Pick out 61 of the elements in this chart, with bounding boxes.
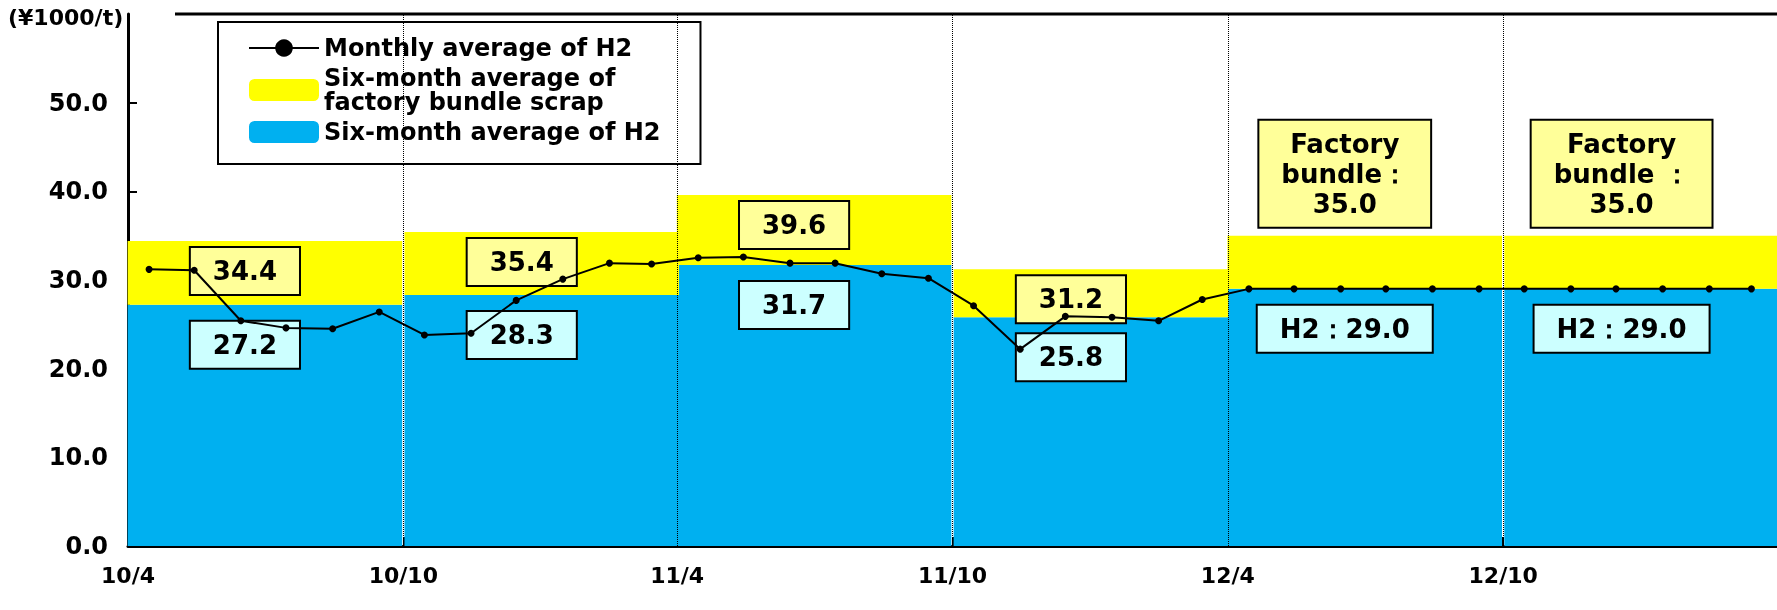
point [831,259,839,267]
y-tick-label: 0.0 [65,532,108,560]
x-tick-label: 11/10 [917,562,988,588]
bar [127,304,403,546]
point [1520,285,1528,293]
point [1108,313,1116,321]
annotation: Factory bundle ： 35.0 [1553,128,1690,219]
point [190,266,198,274]
point [1061,312,1069,320]
legend-label: Six-month average of factory bundle scrap [324,64,616,116]
point [1198,296,1206,303]
point [237,317,245,325]
annotation: Factory bundle： 35.0 [1281,128,1409,219]
point [1016,345,1024,353]
point [1747,285,1755,293]
point [924,274,932,282]
data-label: 27.2 [212,329,277,360]
x-tick-label: 12/10 [1468,562,1538,588]
point [694,254,702,262]
y-axis-title: (¥1000/t) [8,4,124,30]
point [970,302,978,310]
x-tick-label: 12/4 [1200,562,1255,588]
point [1337,285,1345,293]
data-label: 31.7 [762,289,827,320]
point [329,325,337,333]
y-tick-label: 10.0 [48,443,108,472]
point [420,331,428,339]
point [1659,285,1667,293]
point [1382,285,1390,293]
point [878,270,886,278]
data-label: H2：29.0 [1556,313,1687,344]
point [467,329,475,337]
x-tick-label: 10/4 [101,562,155,588]
point [145,265,153,273]
y-tick-label: 30.0 [48,266,108,294]
point [1475,285,1483,293]
point [1245,285,1253,293]
legend-label: Monthly average of H2 [324,34,633,62]
x-tick-label: 10/10 [368,562,438,588]
point [605,259,613,267]
point [512,296,520,304]
annotation: 31.2 [1038,284,1103,315]
y-tick-label: 20.0 [48,354,108,383]
point [559,275,567,283]
y-tick-label: 40.0 [48,177,108,206]
y-tick-label: 50.0 [48,88,108,117]
annotation: 34.4 [212,255,277,286]
data-label: H2：29.0 [1279,313,1410,344]
data-label: 28.3 [489,320,554,351]
point [1567,285,1575,293]
point [739,253,747,261]
annotation: 39.6 [762,209,827,240]
legend-label: Six-month average of H2 [324,118,661,146]
x-tick-label: 11/4 [650,562,705,588]
point [648,260,656,268]
point [375,308,383,316]
point [1155,317,1163,325]
data-label: 25.8 [1038,342,1103,373]
point [1705,285,1713,293]
annotation: 35.4 [489,247,554,278]
point [1428,285,1436,293]
